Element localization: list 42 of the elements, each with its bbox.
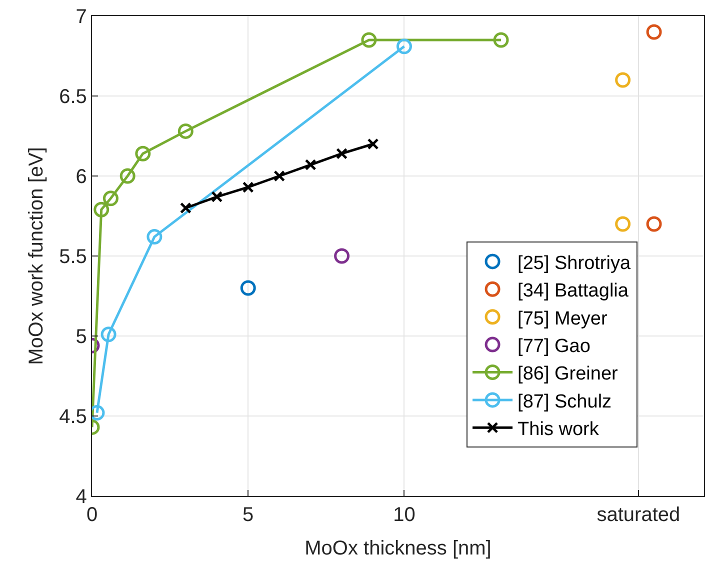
point (367, 138, 379, 150)
point (102, 190, 118, 206)
legend-label: [87] Schulz (518, 391, 612, 412)
legend-label: [77] Gao (518, 336, 590, 357)
point (304, 159, 316, 171)
y-tick-label: 5 (76, 326, 87, 348)
point (615, 216, 631, 232)
y-tick-label: 5.5 (59, 246, 87, 268)
point (100, 326, 116, 342)
point (94, 202, 110, 218)
legend-label: [86] Greiner (518, 364, 619, 385)
point (120, 168, 136, 184)
point (240, 280, 256, 296)
point (646, 216, 662, 232)
x-tick-label: 10 (393, 504, 416, 526)
point (493, 32, 509, 48)
y-axis-title: MoOx work function [eV] (26, 147, 48, 365)
point (180, 202, 192, 214)
x-axis-title: MoOx thickness [nm] (304, 538, 492, 560)
point (615, 72, 631, 88)
legend-label: This work (518, 419, 600, 440)
y-tick-label: 6 (76, 166, 87, 188)
x-tick-label: saturated (596, 504, 680, 526)
y-tick-label: 7 (76, 6, 87, 28)
point (336, 148, 348, 160)
point (361, 32, 377, 48)
x-tick-label: 0 (86, 504, 98, 526)
y-tick-label: 4.5 (59, 406, 87, 428)
point (242, 181, 254, 193)
point (178, 123, 194, 139)
legend-label: [25] Shrotriya (518, 252, 631, 274)
y-tick-label: 6.5 (59, 86, 87, 108)
point (135, 146, 151, 162)
point (646, 24, 662, 40)
point (396, 38, 412, 54)
y-tick-label: 4 (76, 486, 87, 508)
legend-label: [75] Meyer (518, 308, 608, 330)
x-tick-label: 5 (242, 504, 254, 526)
legend-label: [34] Battaglia (518, 280, 629, 302)
point (274, 170, 286, 182)
point (146, 229, 162, 245)
point (211, 191, 223, 203)
